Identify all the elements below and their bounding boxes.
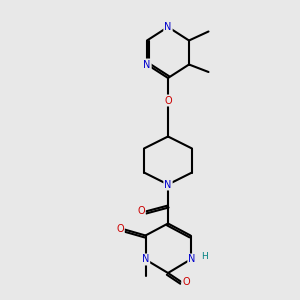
Text: N: N (164, 179, 172, 190)
Text: O: O (137, 206, 145, 217)
Text: O: O (182, 277, 190, 287)
Text: N: N (164, 22, 172, 32)
Text: O: O (164, 95, 172, 106)
Text: H: H (201, 252, 207, 261)
Text: N: N (142, 254, 149, 265)
Text: O: O (116, 224, 124, 235)
Text: N: N (143, 59, 151, 70)
Text: N: N (188, 254, 196, 265)
